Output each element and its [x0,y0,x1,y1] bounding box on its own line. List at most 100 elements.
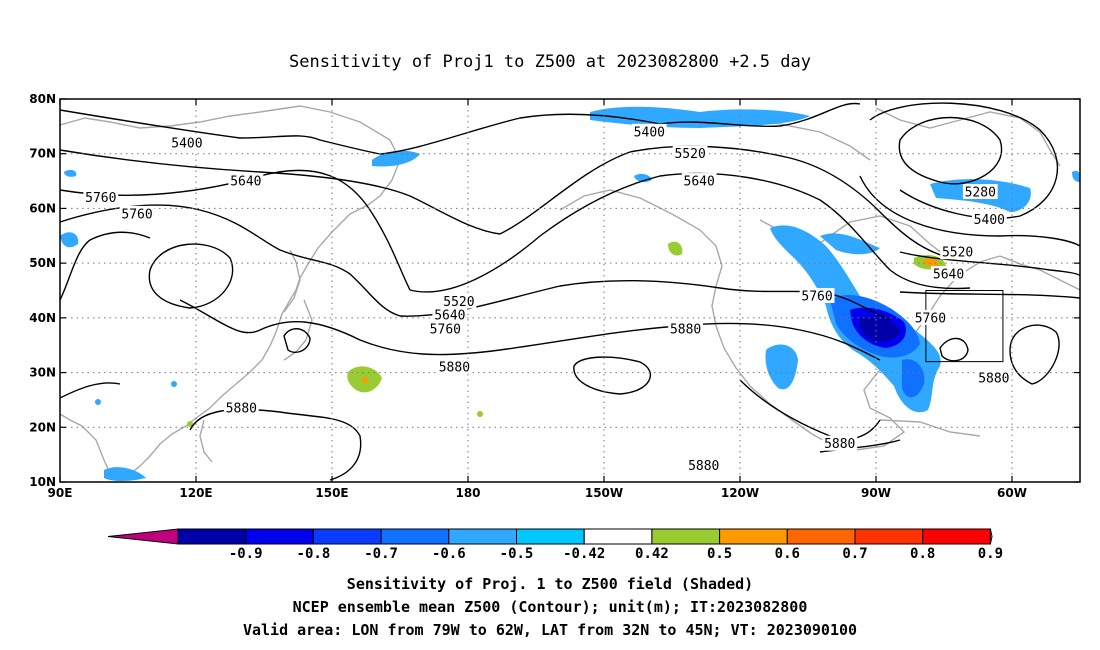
contour-label: 5760 [801,289,832,304]
contour-label: 5640 [230,175,261,190]
contour-5880-gulf [819,439,901,453]
valid-area-box [925,290,1004,363]
colorbar-swatch [583,528,653,545]
coast-east-asia [269,195,381,347]
contour-5400-east [379,102,861,155]
contour-label: 5880 [439,361,470,376]
colorbar-swatch [312,528,382,545]
coast-greenland [875,107,1061,167]
footer-line-3: Valid area: LON from 79W to 62W, LAT fro… [243,621,857,639]
contour-label-bg [441,293,477,309]
lat-tick-label: 10N [29,475,56,489]
lat-tick-label: 70N [29,147,56,161]
contour-low-west [148,243,234,309]
contour-label-bg [913,309,948,325]
contour-label: 5280 [965,186,996,201]
colorbar-swatch [177,528,247,545]
contour-5400-low [869,102,1059,219]
contour-label-bg [223,400,259,416]
colorbar-label: -0.6 [432,546,466,562]
contour-label-bg [686,457,722,473]
contour-label: 5640 [933,268,964,283]
colorbar-swatch [922,528,991,545]
contour-label-bg [119,205,155,221]
colorbar-swatch [854,528,924,545]
lon-tick-label: 150W [585,486,623,500]
contour-label-bg [799,287,835,303]
shade-north-light [820,233,880,255]
contour-label: 5760 [430,322,461,337]
contour-label-bg [228,173,264,189]
contour-label: 5880 [688,459,719,474]
contour-labels: 5400564057605760552056405760588058805400… [83,123,1012,474]
colorbar-label: 0.7 [842,546,867,562]
contour-label-bg [962,184,998,200]
colorbar-label: -0.7 [364,546,398,562]
shade-south-asia [104,467,146,481]
lon-tick-label: 180 [455,486,480,500]
contour-label: 5520 [674,147,705,162]
colorbar-label: 0.5 [707,546,732,562]
coast-alaska [559,189,723,267]
lon-tick-label: 90E [48,486,73,500]
shade-south-medium [902,359,925,398]
contour-east-loop [1009,324,1060,385]
contour-5640-ne [899,251,1081,277]
shade-arctic-blue [590,106,810,128]
coast-sakhalin [283,249,301,313]
contour-5640-east [409,172,971,293]
contour-5520-east [499,145,951,259]
map-frame [59,98,1081,483]
shade-small-blue [171,381,177,387]
contour-label: 5880 [226,402,257,417]
shade-small-blue-2 [95,399,101,405]
contour-label: 5400 [171,136,202,151]
contour-label: 5640 [434,309,465,324]
shade-west-edge [60,232,79,248]
contour-west-edge [59,231,151,301]
coast-maritimes [999,255,1081,291]
figure-title: Sensitivity of Proj1 to Z500 at 20230828… [289,52,811,72]
colorbar-label: 0.8 [910,546,935,562]
colorbar-label: 0.9 [978,546,1003,562]
shade-small-green-2 [187,421,193,427]
colorbar-over-arrow [989,528,993,545]
contour-label: 5760 [915,311,946,326]
shade-east-edge [1072,170,1081,182]
contour-5640-west [59,169,411,291]
coast-china [185,345,271,427]
shade-orange-northeast [924,258,939,267]
contour-5400-west [59,109,381,155]
lon-tick-label: 60W [997,486,1027,500]
contour-label: 5880 [978,372,1009,387]
map-background [60,99,1080,482]
contour-5880-sw [189,408,362,481]
colorbar-swatch [719,528,788,545]
contour-label: 5400 [634,125,665,140]
contour-label: 5400 [974,213,1005,228]
contour-west-south [59,382,121,399]
colorbar-swatch [786,528,856,545]
contour-label: 5520 [443,295,474,310]
colorbar: -0.9 -0.8 -0.7 -0.6 -0.5 -0.42 0.42 0.5 0.6 0.7 0.… [107,528,1003,562]
colorbar-swatch [380,528,450,545]
lat-tick-label: 60N [29,201,56,215]
coast-japan [283,299,313,361]
contour-5880-pacific [573,356,652,395]
footer-line-2: NCEP ensemble mean Z500 (Contour); unit(… [293,598,808,616]
contour-5520-ne [859,175,1081,247]
contour-label-bg [668,320,703,336]
coast-philippines [199,419,213,463]
contour-small-japan [283,328,311,354]
footer-line-1: Sensitivity of Proj. 1 to Z500 field (Sh… [347,575,753,593]
contour-label: 5520 [942,246,973,261]
contour-label-bg [83,189,119,205]
contour-label: 5880 [824,437,855,452]
lat-tick-label: 30N [29,366,56,380]
colorbar-label: -0.42 [563,546,605,562]
contour-label-bg [437,359,472,375]
contour-label: 5880 [670,322,701,337]
colorbar-label: -0.5 [500,546,534,562]
lat-tick-label: 20N [29,420,56,434]
